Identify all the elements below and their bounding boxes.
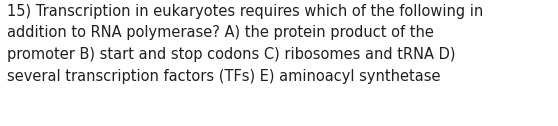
Text: 15) Transcription in eukaryotes requires which of the following in
addition to R: 15) Transcription in eukaryotes requires… (7, 4, 483, 84)
